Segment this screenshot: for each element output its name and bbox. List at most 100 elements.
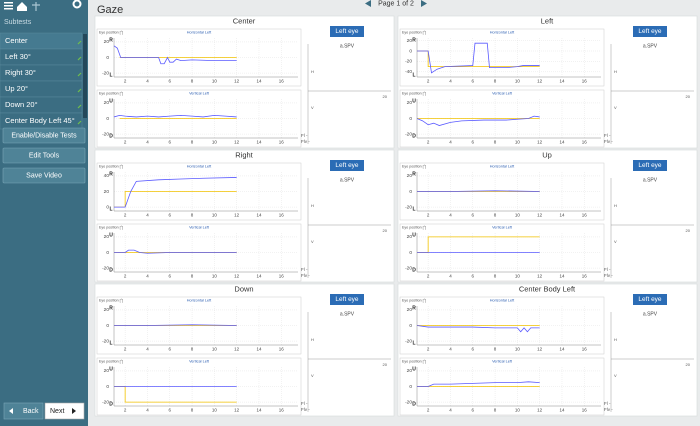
sidebar-button[interactable] <box>2 127 86 144</box>
back-button[interactable] <box>3 402 44 420</box>
section-label: Subtests <box>4 19 32 26</box>
y-tick-label: -20 <box>405 59 412 65</box>
x-tick-label: 12 <box>537 213 543 218</box>
fi-label: Fl - <box>301 133 308 138</box>
x-tick-label: 8 <box>191 79 194 84</box>
eye-trace <box>417 190 540 192</box>
y-tick-label: -20 <box>405 399 412 405</box>
x-tick-label: 12 <box>537 347 543 352</box>
y-tick-label: 0 <box>409 48 412 54</box>
prev-page[interactable] <box>365 0 371 7</box>
accessibility-icon[interactable] <box>32 2 40 11</box>
x-tick-label: 6 <box>471 79 474 84</box>
x-tick-label: 4 <box>146 347 149 352</box>
chart-title: Vertical Left <box>189 226 210 230</box>
x-tick-label: 14 <box>559 408 565 413</box>
eye-trace <box>417 42 540 74</box>
x-tick-label: 16 <box>279 213 285 218</box>
x-tick-label: 12 <box>234 79 240 84</box>
direction-label: D <box>109 401 113 407</box>
status-mark <box>77 40 82 45</box>
y-tick-label: 0 <box>106 250 109 256</box>
spv-scale: 20 <box>383 94 388 99</box>
x-tick-label: 14 <box>256 347 262 352</box>
y-tick-label: -20 <box>102 399 109 405</box>
status-mark <box>77 104 82 109</box>
eye-button[interactable] <box>633 160 667 171</box>
eye-button-label: Left eye <box>335 162 359 169</box>
subtest-label: Up 20° <box>5 84 28 93</box>
eye-button[interactable] <box>330 160 364 171</box>
next-arrow <box>72 408 76 414</box>
next-button[interactable] <box>44 402 85 420</box>
x-tick-label: 10 <box>515 274 521 279</box>
x-tick-label: 12 <box>234 140 240 145</box>
x-tick-label: 8 <box>494 213 497 218</box>
x-tick-label: 10 <box>212 408 218 413</box>
scrollbar[interactable] <box>83 34 87 118</box>
direction-label: L <box>412 72 415 78</box>
chart-title: Vertical Left <box>492 360 513 364</box>
spv-scale: 20 <box>686 362 691 367</box>
next-page[interactable] <box>421 0 427 7</box>
x-tick-label: 16 <box>582 140 588 145</box>
x-tick-label: 2 <box>427 347 430 352</box>
eye-button-label: Left eye <box>638 28 662 35</box>
x-tick-label: 6 <box>168 79 171 84</box>
chart-axis-label: Eye position [°] <box>402 91 426 95</box>
eye-button[interactable] <box>330 26 364 37</box>
panel-title: Up <box>542 150 552 159</box>
flv-label: Flv - <box>301 407 310 412</box>
x-tick-label: 2 <box>427 274 430 279</box>
x-tick-label: 8 <box>494 274 497 279</box>
x-tick-label: 4 <box>146 213 149 218</box>
status-mark <box>77 56 82 61</box>
sidebar-button[interactable] <box>2 147 86 164</box>
x-tick-label: 2 <box>124 274 127 279</box>
eye-button[interactable] <box>633 26 667 37</box>
x-tick-label: 6 <box>471 274 474 279</box>
chart-axis-label: Eye position [°] <box>99 91 123 95</box>
y-tick-label: 0 <box>409 116 412 122</box>
x-tick-label: 14 <box>256 408 262 413</box>
settings-icon[interactable] <box>72 0 82 9</box>
y-tick-label: -20 <box>102 338 109 344</box>
x-tick-label: 14 <box>559 347 565 352</box>
subtest-label: Center <box>5 36 28 45</box>
direction-label: U <box>109 232 113 238</box>
y-tick-label: 20 <box>407 173 413 179</box>
status-mark <box>77 88 82 93</box>
spv-v-label: V <box>614 239 617 244</box>
chart-axis-label: Eye position [°] <box>99 30 123 34</box>
direction-label: U <box>412 232 416 238</box>
x-tick-label: 14 <box>559 274 565 279</box>
chart-title: Vertical Left <box>189 92 210 96</box>
y-tick-label: 0 <box>409 189 412 195</box>
spv-h-label: H <box>311 203 314 208</box>
x-tick-label: 8 <box>494 408 497 413</box>
sidebar-button[interactable] <box>2 167 86 184</box>
eye-trace <box>114 177 237 208</box>
x-tick-label: 2 <box>124 408 127 413</box>
x-tick-label: 4 <box>146 408 149 413</box>
status-mark <box>77 72 82 77</box>
y-tick-label: 20 <box>407 368 413 374</box>
spv-v-label: V <box>614 373 617 378</box>
x-tick-label: 8 <box>494 347 497 352</box>
spv-scale: 20 <box>383 228 388 233</box>
eye-button[interactable] <box>330 294 364 305</box>
eye-button[interactable] <box>633 294 667 305</box>
x-tick-label: 12 <box>537 408 543 413</box>
fi-label: Fl - <box>604 133 611 138</box>
chart-title: Vertical Left <box>492 92 513 96</box>
chart-title: Horizontal Left <box>490 165 515 169</box>
menu-icon[interactable] <box>4 2 13 10</box>
eye-button-label: Left eye <box>638 162 662 169</box>
eye-trace <box>416 115 540 126</box>
x-tick-label: 6 <box>168 140 171 145</box>
home-icon[interactable] <box>17 2 27 11</box>
chart-axis-label: Eye position [°] <box>402 30 426 34</box>
subtest-label: Center Body Left 45° <box>5 116 75 125</box>
x-tick-label: 12 <box>537 79 543 84</box>
metric-label: a.SPV <box>340 177 355 183</box>
